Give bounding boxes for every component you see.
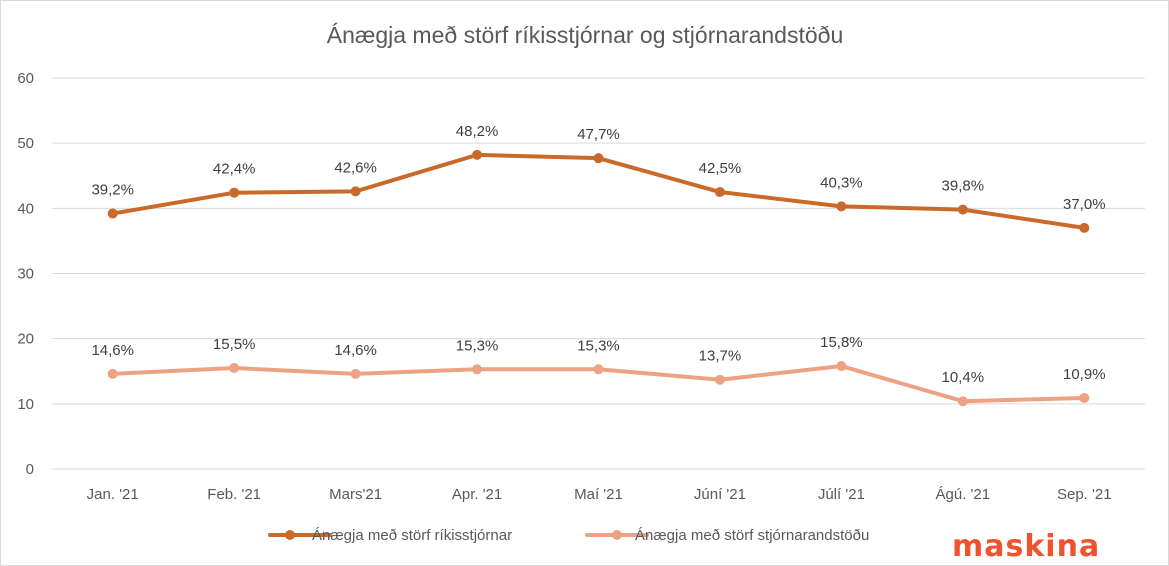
series-1: 14,6% 15,5% 14,6% 15,3% 15,3% 13,7% 15,8% 10,4%…	[91, 334, 1106, 407]
data-point	[107, 208, 118, 219]
data-point	[350, 368, 361, 379]
y-axis-ticks: 0 10 20 30 40 50 60	[17, 70, 34, 478]
x-tick-label: Júní '21	[694, 486, 746, 503]
data-point	[107, 368, 118, 379]
series-0: 39,2% 42,4% 42,6% 48,2% 47,7% 42,5% 40,3% 39,8%…	[91, 123, 1106, 233]
legend-marker-government	[285, 530, 295, 540]
maskina-logo: maskina	[952, 529, 1100, 564]
maskina-logo-text: maskina	[952, 529, 1100, 564]
data-point	[229, 362, 240, 373]
x-tick-label: Júlí '21	[818, 486, 865, 503]
data-point	[957, 204, 968, 215]
y-tick-label: 0	[26, 461, 34, 478]
data-point	[836, 201, 847, 212]
legend-label-opposition: Ánægja með störf stjórnarandstöðu	[635, 527, 869, 544]
x-axis-ticks: Jan. '21 Feb. '21 Mars'21 Apr. '21 Maí '21 Jú…	[87, 486, 1112, 503]
series-line	[110, 152, 1087, 230]
data-label: 15,8%	[820, 334, 863, 351]
y-tick-label: 30	[17, 266, 34, 283]
data-label: 40,3%	[820, 174, 863, 191]
x-tick-label: Ágú. '21	[936, 486, 991, 503]
data-label: 15,3%	[577, 337, 620, 354]
y-tick-label: 40	[17, 200, 34, 217]
x-tick-label: Feb. '21	[207, 486, 261, 503]
data-point	[836, 361, 847, 372]
y-tick-label: 20	[17, 331, 34, 348]
x-tick-label: Maí '21	[574, 486, 623, 503]
data-point	[957, 396, 968, 407]
x-tick-label: Apr. '21	[452, 486, 502, 503]
data-label: 14,6%	[91, 342, 134, 359]
x-tick-label: Sep. '21	[1057, 486, 1112, 503]
y-tick-label: 50	[17, 135, 34, 152]
data-label: 15,5%	[213, 336, 256, 353]
data-label: 42,5%	[699, 160, 742, 177]
series-layer: 39,2% 42,4% 42,6% 48,2% 47,7% 42,5% 40,3% 39,8%…	[91, 123, 1106, 407]
data-point	[229, 187, 240, 198]
data-point	[1079, 222, 1090, 233]
data-point	[714, 187, 725, 198]
y-tick-label: 10	[17, 396, 34, 413]
data-label: 48,2%	[456, 123, 499, 140]
legend: Ánægja með störf ríkisstjórnar Ánægja me…	[268, 527, 869, 544]
legend-label-government: Ánægja með störf ríkisstjórnar	[312, 527, 512, 544]
data-point	[472, 364, 483, 375]
data-label: 39,2%	[91, 182, 134, 199]
data-label: 39,8%	[942, 178, 985, 195]
x-tick-label: Jan. '21	[87, 486, 139, 503]
data-label: 37,0%	[1063, 196, 1106, 213]
data-label: 42,4%	[213, 161, 256, 178]
data-point	[350, 186, 361, 197]
data-label: 15,3%	[456, 337, 499, 354]
chart-title: Ánægja með störf ríkisstjórnar og stjórn…	[327, 22, 843, 48]
data-point	[593, 153, 604, 164]
data-point	[1079, 392, 1090, 403]
data-label: 13,7%	[699, 348, 742, 365]
data-label: 10,4%	[942, 369, 985, 386]
data-label: 42,6%	[334, 159, 377, 176]
data-point	[472, 149, 483, 160]
data-point	[714, 374, 725, 385]
x-tick-label: Mars'21	[329, 486, 382, 503]
y-tick-label: 60	[17, 70, 34, 87]
data-label: 10,9%	[1063, 366, 1106, 383]
legend-marker-opposition	[612, 530, 622, 540]
data-label: 14,6%	[334, 342, 377, 359]
data-point	[593, 364, 604, 375]
data-label: 47,7%	[577, 126, 620, 143]
